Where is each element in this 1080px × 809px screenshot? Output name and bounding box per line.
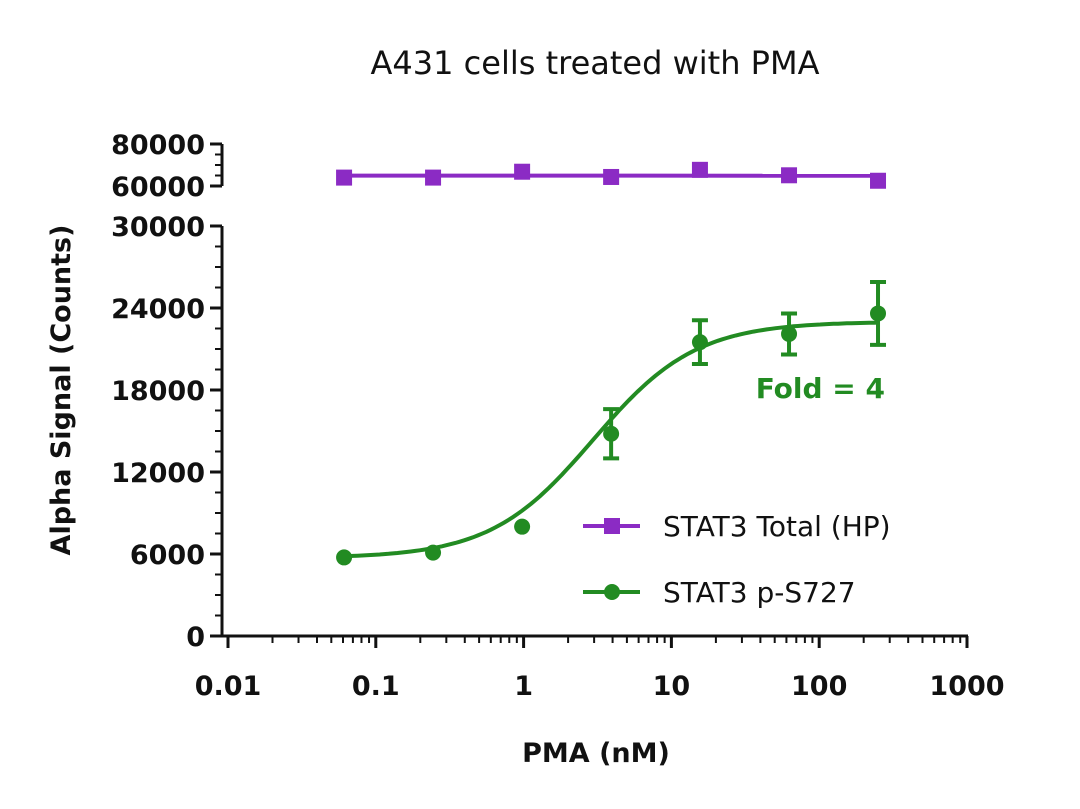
y-tick-label: 80000	[111, 130, 205, 161]
fit-curves	[344, 173, 879, 559]
y-axis-title: Alpha Signal (Counts)	[46, 225, 77, 556]
x-axis-title: PMA (nM)	[522, 738, 670, 769]
data-points	[336, 161, 887, 566]
x-tick-label: 0.01	[195, 671, 262, 702]
legend-marker-square	[604, 518, 620, 534]
data-point-square	[425, 169, 442, 186]
y-tick-label: 12000	[111, 458, 205, 489]
legend-label: STAT3 Total (HP)	[663, 510, 891, 543]
y-tick-label: 0	[186, 622, 205, 653]
legend-item-total: STAT3 Total (HP)	[583, 510, 891, 543]
x-tick-label: 1	[514, 671, 533, 702]
data-point-square	[691, 161, 708, 178]
data-point-circle	[870, 305, 887, 322]
x-tick-label: 10	[653, 671, 691, 702]
legend-item-phospho: STAT3 p-S727	[583, 576, 856, 609]
data-point-square	[514, 163, 531, 180]
data-point-square	[603, 168, 620, 185]
data-point-circle	[336, 549, 353, 566]
x-tick-label: 0.1	[352, 671, 400, 702]
legend-label: STAT3 p-S727	[663, 576, 856, 609]
x-tick-label: 100	[791, 671, 847, 702]
data-point-circle	[514, 518, 531, 535]
legend-marker-circle	[604, 584, 620, 600]
data-point-square	[781, 167, 798, 184]
y-tick-label: 60000	[111, 172, 205, 203]
fold-annotation: Fold = 4	[756, 372, 885, 405]
legend: STAT3 Total (HP) STAT3 p-S727	[583, 510, 891, 609]
y-tick-label: 24000	[111, 294, 205, 325]
y-tick-label: 30000	[111, 212, 205, 243]
axes: 0.01 0.1 1 10 100 1000 0 6000 12000 18000 24000 300…	[111, 130, 1005, 702]
data-point-square	[870, 172, 887, 189]
data-point-circle	[603, 425, 620, 442]
x-tick-label: 1000	[929, 671, 1004, 702]
data-point-circle	[781, 325, 798, 342]
y-tick-label: 18000	[111, 376, 205, 407]
y-tick-label: 6000	[130, 540, 205, 571]
chart-title: A431 cells treated with PMA	[371, 44, 820, 82]
data-point-circle	[691, 334, 708, 351]
data-point-circle	[425, 544, 442, 561]
data-point-square	[336, 169, 353, 186]
